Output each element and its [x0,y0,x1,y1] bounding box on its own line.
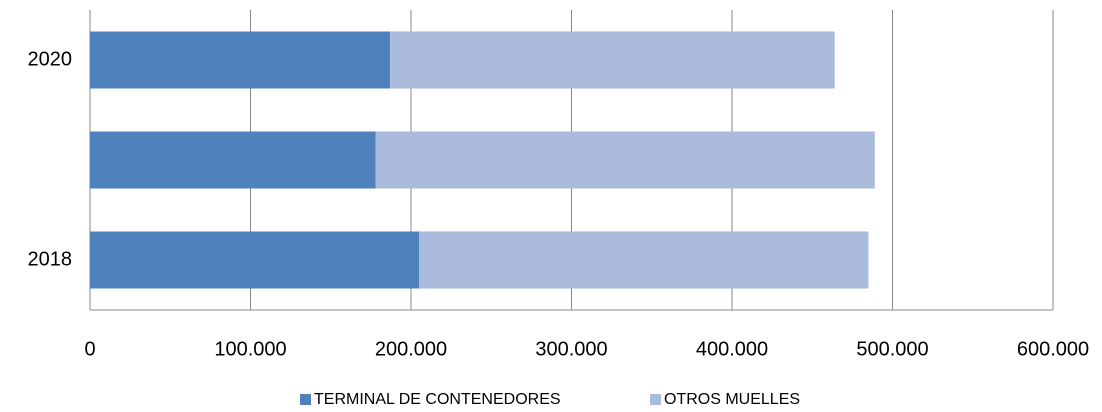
bar-segment [90,231,420,289]
x-tick-label: 400.000 [696,338,768,360]
x-tick-label: 0 [84,338,95,360]
bar-segment [90,131,376,189]
bar-segment [419,231,869,289]
x-tick-label: 300.000 [535,338,607,360]
x-tick-label: 600.000 [1017,338,1089,360]
x-tick-label: 100.000 [214,338,286,360]
bar-segment [375,131,875,189]
y-tick-label: 2018 [28,248,73,270]
legend-swatch [300,394,311,405]
legend-label: OTROS MUELLES [664,391,800,408]
x-tick-label: 500.000 [856,338,928,360]
bar-segment [90,31,391,89]
bar-segment [390,31,835,89]
legend-swatch [650,394,661,405]
y-tick-label: 2020 [28,48,73,70]
legend-label: TERMINAL DE CONTENEDORES [314,391,561,408]
legend: TERMINAL DE CONTENEDORES OTROS MUELLES [300,391,800,408]
x-tick-label: 200.000 [375,338,447,360]
